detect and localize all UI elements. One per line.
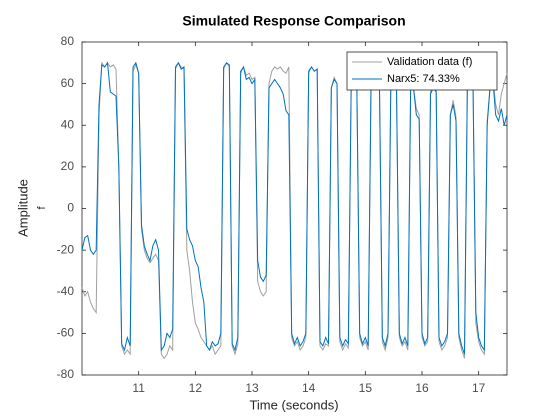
- y-tick-label: 0: [67, 201, 74, 215]
- x-tick-label: 11: [132, 381, 145, 395]
- x-tick-label: 13: [245, 381, 259, 395]
- y-tick-label: 80: [61, 34, 75, 48]
- y-tick-label: 20: [61, 159, 75, 173]
- legend-label: Validation data (f): [387, 56, 472, 68]
- legend-label: Narx5: 74.33%: [387, 73, 460, 85]
- x-axis-label: Time (seconds): [249, 397, 338, 412]
- series-line: [81, 61, 508, 355]
- y-tick-label: 40: [61, 117, 75, 131]
- x-tick-label: 14: [302, 381, 316, 395]
- x-tick-label: 16: [415, 381, 429, 395]
- chart-title: Simulated Response Comparison: [182, 13, 405, 29]
- y-tick-label: -40: [57, 284, 75, 298]
- x-tick-label: 17: [472, 381, 486, 395]
- y-tick-label: -20: [57, 242, 75, 256]
- y-tick-label: -80: [57, 367, 75, 381]
- y-tick-label: 60: [61, 76, 75, 90]
- legend-box: [346, 51, 498, 91]
- x-tick-label: 12: [189, 381, 203, 395]
- y-axis-sublabel: f: [36, 206, 48, 210]
- y-tick-label: -60: [57, 326, 75, 340]
- plot-area: [81, 41, 508, 376]
- x-tick-label: 15: [359, 381, 373, 395]
- y-axis-label: Amplitude: [15, 179, 30, 237]
